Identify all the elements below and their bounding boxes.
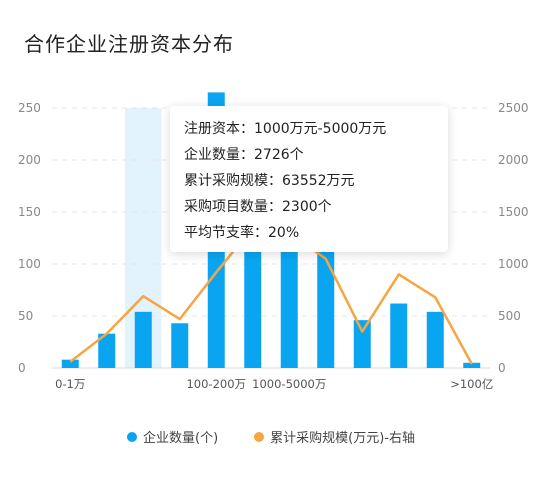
y-tick-right: 2000 xyxy=(498,153,529,167)
legend-label-company-count: 企业数量(个) xyxy=(143,431,219,446)
legend-item-company-count[interactable]: 企业数量(个) xyxy=(127,427,218,446)
y-tick-right: 1000 xyxy=(498,257,529,271)
y-tick-right: 2500 xyxy=(498,101,529,115)
y-tick-left: 200 xyxy=(18,153,41,167)
y-tick-right: 0 xyxy=(498,361,506,375)
legend-marker-bar xyxy=(127,431,137,442)
y-tick-right: 500 xyxy=(498,309,521,323)
y-tick-left: 150 xyxy=(18,205,41,219)
y-tick-right: 1500 xyxy=(498,205,529,219)
x-tick-label: >100亿 xyxy=(450,377,493,391)
bar xyxy=(134,311,152,368)
y-tick-left: 50 xyxy=(18,309,33,323)
legend-label-procurement-scale: 累计采购规模(万元)-右轴 xyxy=(270,431,415,446)
tooltip-company-count: 企业数量：2726个 xyxy=(184,147,304,163)
y-tick-left: 100 xyxy=(18,257,41,271)
y-tick-left: 250 xyxy=(18,101,41,115)
x-tick-label: 0-1万 xyxy=(55,377,85,391)
bar xyxy=(171,323,189,368)
tooltip-saving-rate: 平均节支率：20% xyxy=(184,225,300,241)
bar xyxy=(390,303,408,368)
bar xyxy=(98,333,116,368)
legend-item-procurement-scale[interactable]: 累计采购规模(万元)-右轴 xyxy=(254,427,415,446)
chart-title: 合作企业注册资本分布 xyxy=(24,32,234,56)
chart-legend: 企业数量(个) 累计采购规模(万元)-右轴 xyxy=(0,427,542,446)
tooltip-procurement-scale: 累计采购规模：63552万元 xyxy=(184,173,355,189)
tooltip-registered-capital: 注册资本：1000万元-5000万元 xyxy=(184,121,387,137)
bar xyxy=(353,320,371,368)
y-tick-left: 0 xyxy=(18,361,26,375)
bar xyxy=(61,359,79,368)
bar xyxy=(426,311,444,368)
tooltip-project-count: 采购项目数量：2300个 xyxy=(184,199,332,215)
chart-tooltip: 注册资本：1000万元-5000万元 企业数量：2726个 累计采购规模：635… xyxy=(170,106,448,252)
legend-marker-line xyxy=(254,431,265,442)
x-tick-label: 100-200万 xyxy=(186,377,246,391)
x-tick-label: 1000-5000万 xyxy=(252,377,326,391)
bar xyxy=(463,362,481,368)
